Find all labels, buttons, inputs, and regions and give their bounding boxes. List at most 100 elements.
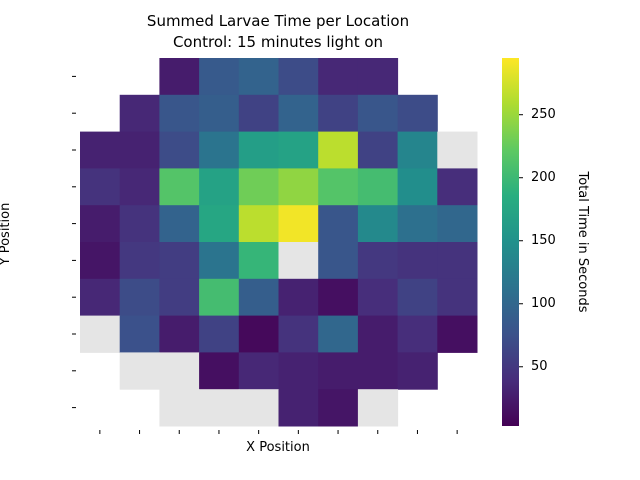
heatmap-cell [119,205,160,243]
heatmap-cell [238,131,279,169]
heatmap-cell [238,58,279,96]
heatmap-cell [357,242,399,280]
x-axis-ticks [99,430,458,434]
heatmap-cell [199,242,240,280]
heatmap-cell [159,315,200,353]
heatmap-cell [397,94,438,133]
heatmap-cell [119,242,160,280]
heatmap-cell [238,242,279,280]
heatmap-cell [80,131,121,169]
heatmap-cell [199,315,240,353]
heatmap-cell [80,205,121,243]
chart-title-line1: Summed Larvae Time per Location [146,12,410,30]
colorbar-tick-label: 150 [531,232,556,248]
heatmap-cell [199,352,240,390]
heatmap-cell [199,168,240,206]
heatmap-cell [437,242,478,280]
heatmap-cell [437,131,478,169]
heatmap-cell [159,58,200,96]
heatmap-cell [119,131,160,169]
heatmap-cell [318,278,359,317]
heatmap-cell [357,315,399,353]
heatmap-cell [397,352,438,390]
heatmap-cell [397,205,438,243]
heatmap-cell [318,131,359,169]
heatmap-cell [159,168,200,206]
heatmap-cell [238,205,279,243]
y-axis-label: Y Position [0,202,13,266]
heatmap-cell [238,278,279,317]
colorbar-tick-label: 100 [531,295,556,311]
heatmap-cell [119,315,160,353]
heatmap-cell [119,168,160,206]
colorbar-tick-label: 200 [531,169,556,185]
heatmap-cell [357,389,399,427]
heatmap-cell [119,352,160,390]
heatmap-cell [318,389,359,427]
heatmap-cells [80,58,478,427]
heatmap-cell [199,389,240,427]
heatmap-cell [357,131,399,169]
heatmap-cell [199,205,240,243]
heatmap-cell [278,168,319,206]
heatmap-cell [318,94,359,133]
heatmap-cell [278,242,319,280]
heatmap-cell [318,168,359,206]
heatmap-cell [199,278,240,317]
heatmap-cell [318,205,359,243]
colorbar [502,58,519,426]
heatmap-cell [278,58,319,96]
heatmap-cell [238,94,279,133]
heatmap-cell [278,389,319,427]
heatmap-cell [397,242,438,280]
heatmap-cell [357,205,399,243]
heatmap-cell [238,352,279,390]
heatmap-cell [119,94,160,133]
heatmap-cell [159,389,200,427]
heatmap-cell [437,168,478,206]
heatmap-cell [119,278,160,317]
heatmap-cell [199,131,240,169]
heatmap-cell [397,131,438,169]
heatmap-cell [278,315,319,353]
heatmap-cell [238,389,279,427]
heatmap-cell [318,58,359,96]
heatmap-cell [80,168,121,206]
heatmap-cell [278,278,319,317]
y-axis-ticks [72,75,76,409]
heatmap-cell [357,168,399,206]
heatmap-cell [278,131,319,169]
colorbar-ticks [519,114,523,368]
heatmap-cell [159,352,200,390]
x-axis-label: X Position [246,440,310,455]
heatmap-cell [357,352,399,390]
heatmap-cell [437,278,478,317]
heatmap-cell [159,242,200,280]
heatmap-cell [318,352,359,390]
heatmap-cell [238,315,279,353]
heatmap-cell [318,315,359,353]
colorbar-tick-label: 50 [531,358,548,374]
heatmap-cell [159,278,200,317]
heatmap-cell [437,205,478,243]
heatmap-cell [357,58,399,96]
heatmap-cell [159,205,200,243]
heatmap-cell [357,278,399,317]
heatmap-cell [437,315,478,353]
heatmap-cell [199,58,240,96]
heatmap-cell [80,242,121,280]
heatmap-cell [397,278,438,317]
heatmap-cell [238,168,279,206]
colorbar-tick-label: 250 [531,106,556,122]
heatmap-cell [318,242,359,280]
heatmap-cell [80,315,121,353]
heatmap-cell [199,94,240,133]
heatmap-cell [278,352,319,390]
heatmap-cell [397,168,438,206]
heatmap-cell [159,94,200,133]
heatmap-cell [80,278,121,317]
heatmap-cell [397,315,438,353]
heatmap-cell [278,205,319,243]
heatmap-cell [278,94,319,133]
